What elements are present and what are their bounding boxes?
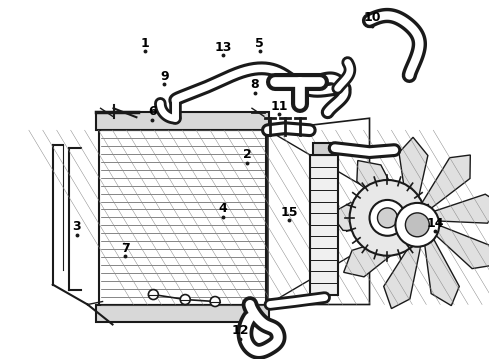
Text: 15: 15	[280, 206, 298, 219]
Text: 9: 9	[160, 69, 169, 82]
Bar	[98, 130, 266, 305]
Text: 12: 12	[231, 324, 249, 337]
Circle shape	[210, 297, 220, 306]
Polygon shape	[343, 236, 406, 277]
Bar	[313, 143, 335, 155]
Bar	[310, 155, 338, 294]
Text: 2: 2	[243, 148, 252, 161]
Circle shape	[148, 289, 158, 300]
Polygon shape	[422, 155, 470, 208]
Circle shape	[180, 294, 190, 305]
Text: 1: 1	[141, 36, 149, 50]
Text: 11: 11	[270, 100, 288, 113]
Polygon shape	[399, 137, 428, 206]
Text: 8: 8	[250, 78, 259, 91]
Polygon shape	[357, 161, 403, 217]
Polygon shape	[436, 225, 490, 269]
Polygon shape	[425, 239, 459, 306]
Text: 10: 10	[363, 12, 381, 24]
Circle shape	[377, 208, 397, 228]
Circle shape	[369, 200, 405, 236]
Polygon shape	[384, 246, 420, 309]
Text: 6: 6	[148, 105, 157, 118]
Circle shape	[395, 203, 439, 247]
Circle shape	[349, 180, 425, 256]
Text: 5: 5	[255, 36, 264, 50]
Text: 13: 13	[214, 41, 232, 54]
Text: 3: 3	[73, 220, 81, 233]
Bar	[96, 112, 269, 130]
Polygon shape	[435, 194, 490, 223]
Text: 7: 7	[121, 242, 130, 255]
Circle shape	[405, 213, 429, 237]
Bar	[96, 305, 269, 323]
Polygon shape	[330, 202, 396, 232]
Text: 14: 14	[427, 216, 444, 230]
Text: 4: 4	[219, 202, 227, 215]
